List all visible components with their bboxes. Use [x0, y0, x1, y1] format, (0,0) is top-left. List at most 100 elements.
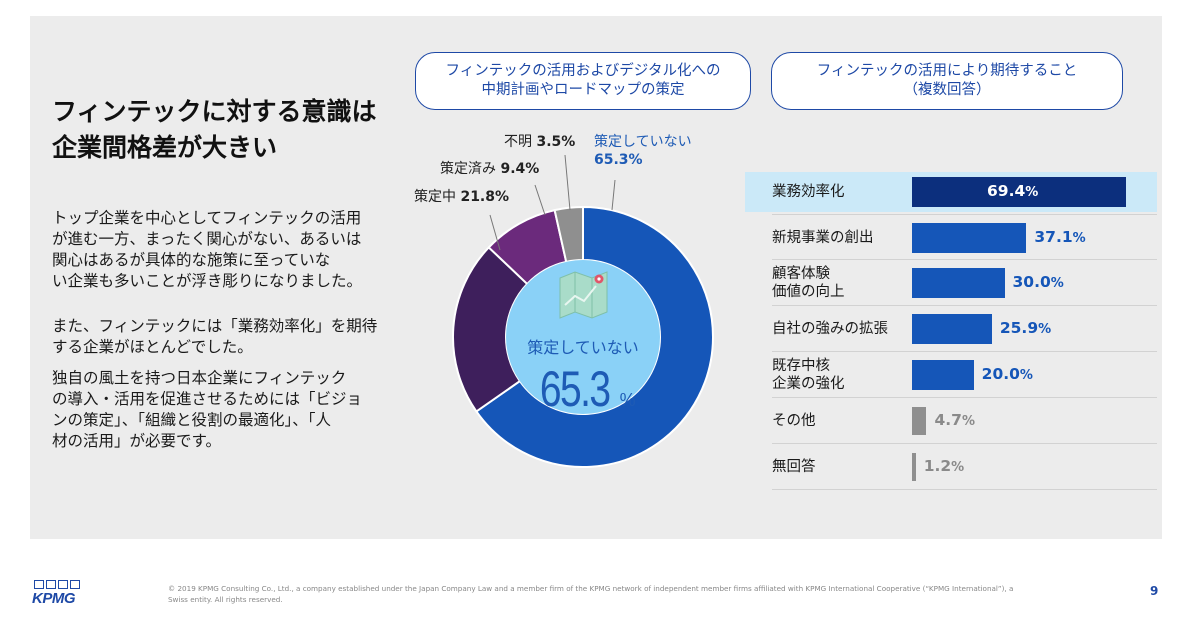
kpmg-logo-text: KPMG: [32, 590, 76, 607]
bar: [912, 314, 992, 344]
body-line: する企業がほとんどでした。: [52, 338, 253, 356]
bar-value-number: 69.4: [987, 182, 1026, 200]
bar: [912, 177, 1126, 207]
donut-label-planned-value: 9.4%: [500, 161, 540, 177]
bar-value-number: 4.7: [934, 411, 962, 429]
bar-value-unit: %: [1019, 368, 1033, 383]
donut-label-planning: 策定中 21.8%: [414, 188, 509, 206]
bar-value-unit: %: [1072, 231, 1086, 246]
donut-label-planned-name: 策定済み: [440, 161, 496, 177]
kpmg-logo-boxes: [34, 580, 80, 589]
bar-value-label: 69.4%: [987, 182, 1038, 200]
bar-value-label: 4.7%: [934, 411, 975, 429]
donut-chart-title-line: 中期計画やロードマップの策定: [481, 82, 685, 98]
bar-value-number: 20.0: [981, 365, 1020, 383]
bar-row: 顧客体験価値の向上 30.0%: [772, 260, 1157, 306]
bar-label: その他: [772, 412, 816, 430]
donut-label-not-planned: 策定していない 65.3%: [594, 133, 692, 169]
bar-value-unit: %: [1050, 276, 1064, 291]
bar-value-label: 30.0%: [1013, 273, 1064, 291]
bar-label: 自社の強みの拡張: [772, 320, 888, 338]
bar-value-label: 37.1%: [1034, 228, 1085, 246]
bar: [912, 407, 927, 435]
page-title-line: フィンテックに対する意識は: [52, 97, 377, 126]
bar-value-unit: %: [1025, 185, 1039, 200]
bar-value-number: 25.9: [999, 319, 1039, 337]
bar-label: 業務効率化: [772, 183, 845, 201]
donut-center-number: 65.3: [540, 361, 611, 417]
donut-label-planning-name: 策定中: [414, 189, 456, 205]
body-paragraph-1: トップ企業を中心としてフィンテックの活用 が進む一方、まったく関心がない、あるい…: [52, 208, 382, 292]
bar: [912, 223, 1027, 253]
page-title: フィンテックに対する意識は 企業間格差が大きい: [52, 94, 377, 166]
bar-row: 業務効率化 69.4%: [745, 172, 1157, 212]
donut-label-unknown-value: 3.5%: [536, 134, 576, 150]
bar-label: 無回答: [772, 458, 816, 476]
page-number: 9: [1150, 584, 1159, 598]
body-paragraph-3: 独自の風土を持つ日本企業にフィンテック の導入・活用を促進させるためには「ビジョ…: [52, 368, 382, 452]
donut-chart-title: フィンテックの活用およびデジタル化への 中期計画やロードマップの策定: [415, 52, 751, 110]
bar-value-number: 37.1: [1034, 228, 1073, 246]
bar-label-line: 自社の強みの拡張: [772, 321, 888, 337]
donut-label-planned: 策定済み 9.4%: [440, 160, 539, 178]
bar-label-line: 企業の強化: [772, 376, 845, 392]
donut-chart-title-line: フィンテックの活用およびデジタル化への: [445, 63, 721, 79]
leader-line-not-planned: [611, 179, 616, 211]
bar-value-unit: %: [951, 460, 965, 475]
bar: [912, 453, 916, 481]
body-line: トップ企業を中心としてフィンテックの活用: [52, 209, 362, 227]
leader-line-planning: [489, 214, 501, 251]
copyright-note: © 2019 KPMG Consulting Co., Ltd., a comp…: [168, 584, 1014, 604]
body-line: 独自の風土を持つ日本企業にフィンテック: [52, 369, 347, 387]
body-line: 材の活用」が必要です。: [52, 432, 221, 450]
donut-label-not-planned-name: 策定していない: [594, 134, 692, 150]
bar-value-label: 25.9%: [1000, 319, 1051, 337]
bar-label-line: 業務効率化: [772, 184, 845, 200]
page-title-line: 企業間格差が大きい: [52, 133, 278, 162]
body-line: ンの策定」、「組織と役割の最適化」、「人: [52, 411, 332, 429]
bar-row: 自社の強みの拡張 25.9%: [772, 306, 1157, 352]
bar-value-unit: %: [1038, 322, 1052, 337]
bar-label: 顧客体験 価値の向上: [772, 265, 845, 301]
bar-label-line: 新規事業の創出: [772, 230, 874, 246]
body-paragraph-2: また、フィンテックには「業務効率化」を期待 する企業がほとんどでした。: [52, 316, 382, 358]
leader-line-planned: [534, 184, 546, 216]
body-line: 関心はあるが具体的な施策に至っていな: [52, 251, 331, 269]
bar-value-label: 1.2%: [924, 457, 965, 475]
bar-value-unit: %: [961, 414, 975, 429]
bar-label-line: その他: [772, 413, 816, 429]
bar-label-line: 既存中核: [772, 358, 830, 374]
bar-value-number: 1.2: [923, 457, 952, 475]
donut-center-value: 65.3%: [503, 360, 663, 418]
body-line: の導入・活用を促進させるためには「ビジョ: [52, 390, 363, 408]
bar-label: 新規事業の創出: [772, 229, 874, 247]
donut-label-planning-value: 21.8%: [460, 189, 510, 205]
body-line: い企業も多いことが浮き彫りになりました。: [52, 272, 363, 290]
bar-value-number: 30.0: [1012, 273, 1051, 291]
bar-chart-title: フィンテックの活用により期待すること （複数回答）: [771, 52, 1123, 110]
body-line: また、フィンテックには「業務効率化」を期待: [52, 317, 378, 335]
bar-label: 既存中核 企業の強化: [772, 357, 845, 393]
bar-row: その他 4.7%: [772, 398, 1157, 444]
donut-center-label: 策定していない: [527, 338, 639, 357]
bar: [912, 268, 1005, 298]
bar-label-line: 価値の向上: [772, 284, 845, 300]
bar-chart-title-line: （複数回答）: [903, 82, 991, 98]
kpmg-logo: KPMG: [32, 580, 84, 607]
bar-chart-title-line: フィンテックの活用により期待すること: [816, 63, 1078, 79]
leader-line-unknown: [564, 154, 571, 211]
bar: [912, 360, 974, 390]
donut-center-unit: %: [619, 390, 636, 410]
bar-row: 無回答 1.2%: [772, 444, 1157, 490]
bar-value-label: 20.0%: [982, 365, 1033, 383]
bar-row: 新規事業の創出 37.1%: [772, 214, 1157, 260]
donut-inner-highlight: [506, 260, 660, 414]
bar-label-line: 無回答: [772, 459, 816, 475]
donut-label-unknown: 不明 3.5%: [504, 133, 575, 151]
bar-row: 既存中核企業の強化 20.0%: [772, 352, 1157, 398]
donut-label-not-planned-value: 65.3%: [594, 152, 643, 168]
body-line: が進む一方、まったく関心がない、あるいは: [52, 230, 362, 248]
bar-label-line: 顧客体験: [772, 266, 830, 282]
map-icon: [559, 271, 608, 319]
